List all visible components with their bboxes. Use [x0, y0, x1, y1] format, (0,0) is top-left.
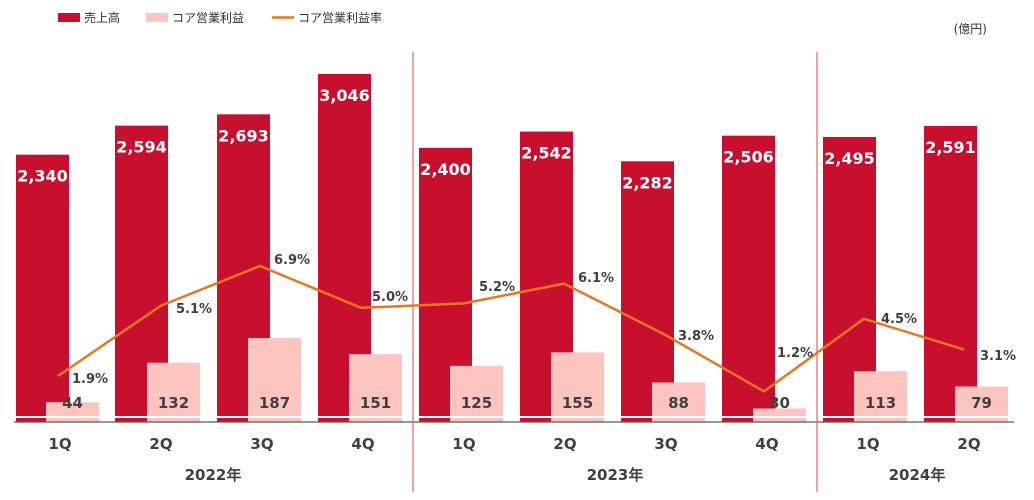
sales-label: 3,046 — [319, 86, 370, 105]
sales-label: 2,591 — [925, 138, 976, 157]
year-label: 2022年 — [185, 466, 242, 484]
profit-bar — [248, 338, 301, 422]
rate-label: 3.8% — [678, 329, 714, 344]
rate-label: 1.2% — [777, 346, 813, 361]
x-tick-label: 1Q — [856, 435, 879, 453]
rate-label: 6.1% — [578, 271, 614, 286]
sales-label: 2,340 — [17, 167, 68, 186]
profit-label: 187 — [259, 394, 290, 412]
rate-label: 6.9% — [274, 253, 310, 268]
x-tick-label: 4Q — [351, 435, 374, 453]
x-tick-label: 3Q — [250, 435, 273, 453]
sales-label: 2,693 — [218, 126, 269, 145]
legend-label-profit: コア営業利益 — [172, 11, 244, 25]
sales-label: 2,282 — [622, 173, 673, 192]
rate-line — [57, 264, 965, 393]
profit-bar — [652, 382, 705, 422]
profit-label: 151 — [360, 394, 391, 412]
sales-bar — [924, 125, 977, 423]
profit-label: 44 — [62, 394, 83, 412]
profit-label: 125 — [461, 394, 492, 412]
unit-label: (億円) — [954, 22, 987, 36]
sales-bar — [621, 161, 674, 422]
profit-bar — [147, 362, 200, 422]
legend-swatch-sales — [58, 13, 80, 22]
sales-bar — [722, 135, 775, 422]
profit-bar — [450, 365, 503, 422]
plot-area: 2,340 2,594 2,693 3,046 2,400 2,542 2,282 2,506… — [14, 52, 1016, 492]
year-label: 2024年 — [889, 466, 946, 484]
sales-label: 2,594 — [116, 138, 167, 157]
rate-label: 3.1% — [980, 349, 1016, 364]
profit-bar — [349, 354, 402, 422]
legend-label-sales: 売上高 — [84, 10, 120, 25]
profit-bar — [551, 352, 604, 422]
legend: 売上高 コア営業利益 コア営業利益率 — [58, 10, 382, 25]
x-tick-label: 3Q — [654, 435, 677, 453]
rate-label: 4.5% — [881, 312, 917, 327]
x-tick-label: 1Q — [452, 435, 475, 453]
profit-label: 132 — [158, 394, 189, 412]
rate-label: 1.9% — [72, 372, 108, 387]
sales-label: 2,542 — [521, 144, 572, 163]
profit-label: 88 — [668, 394, 689, 412]
profit-bar — [854, 371, 907, 422]
x-tick-label: 2Q — [957, 435, 980, 453]
x-tick-label: 4Q — [755, 435, 778, 453]
sales-label: 2,400 — [420, 160, 471, 179]
sales-bar — [16, 154, 69, 422]
x-tick-label: 2Q — [553, 435, 576, 453]
x-tick-label: 2Q — [149, 435, 172, 453]
legend-swatch-profit — [146, 13, 168, 22]
profit-label: 113 — [865, 394, 896, 412]
profit-label: 30 — [769, 394, 790, 412]
sales-label: 2,495 — [824, 149, 875, 168]
sales-label: 2,506 — [723, 148, 774, 167]
rate-label: 5.1% — [176, 302, 212, 317]
rate-label: 5.2% — [479, 280, 515, 295]
profit-label: 79 — [971, 394, 992, 412]
x-tick-label: 1Q — [48, 435, 71, 453]
profit-label: 155 — [562, 394, 593, 412]
rate-label: 5.0% — [372, 290, 408, 305]
legend-label-rate: コア営業利益率 — [298, 10, 382, 25]
year-label: 2023年 — [587, 466, 644, 484]
profit-bar — [753, 408, 806, 422]
